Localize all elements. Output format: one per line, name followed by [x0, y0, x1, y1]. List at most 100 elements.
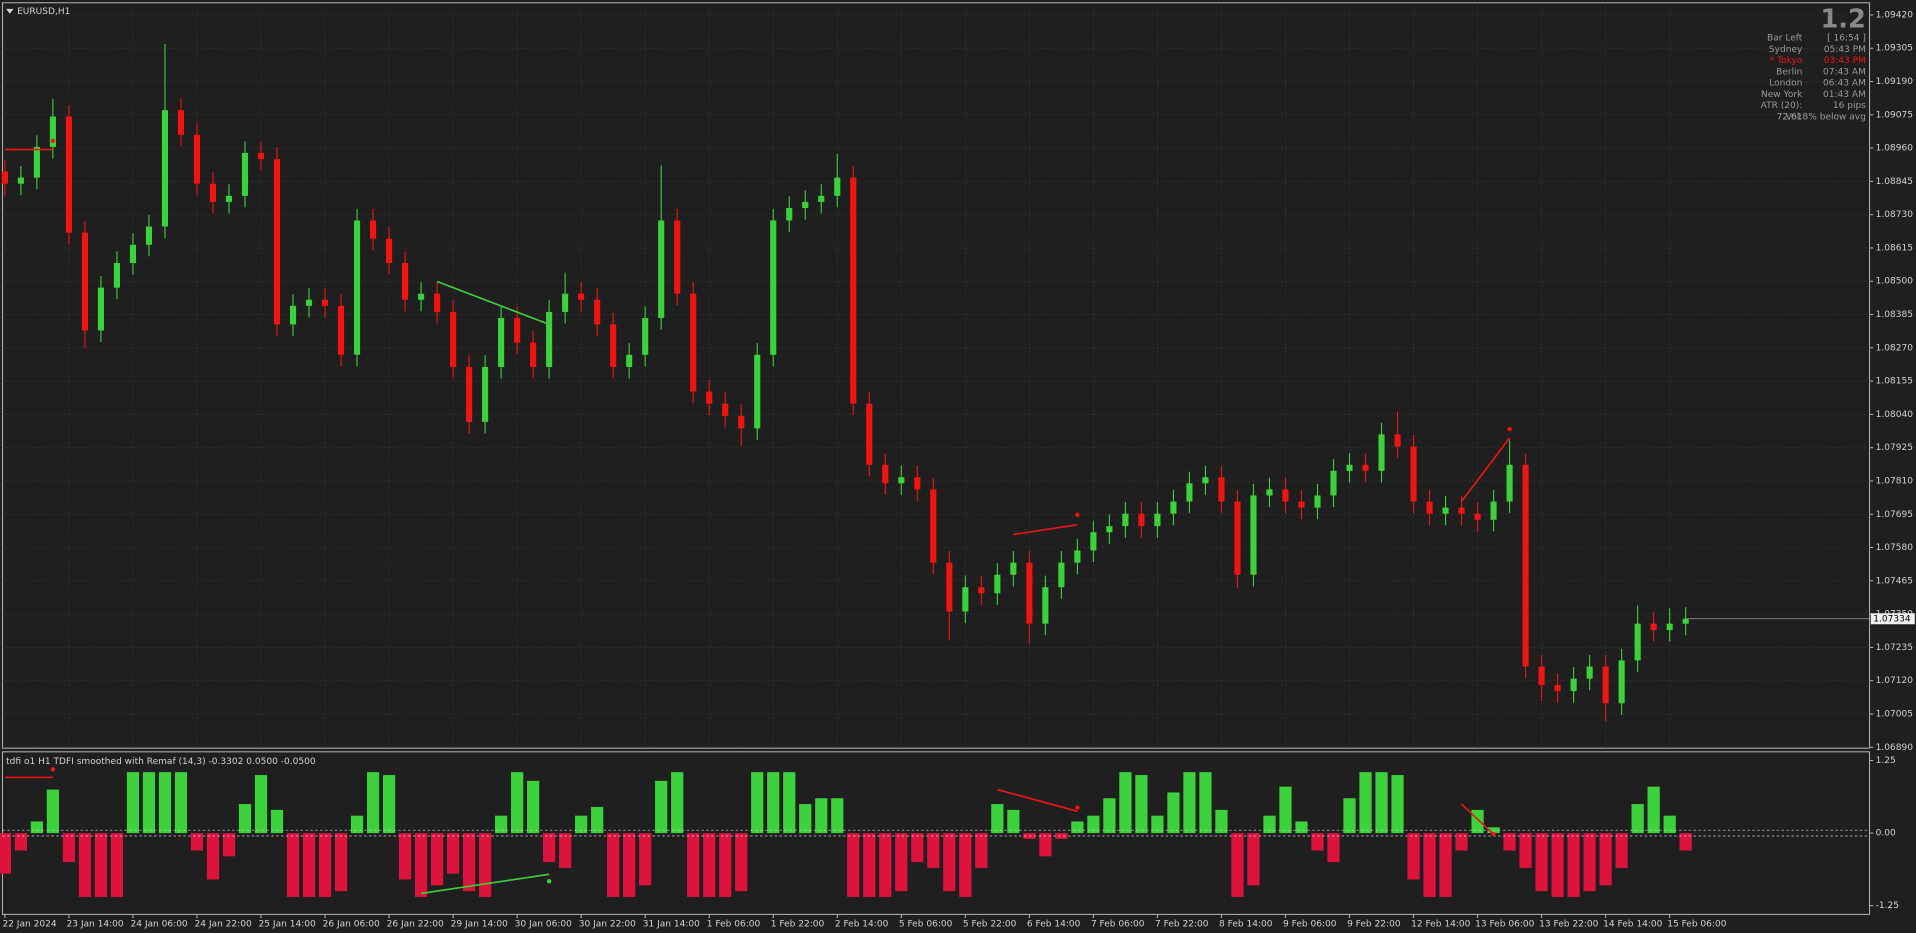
histogram-bar: [110, 833, 124, 897]
x-tick-label: 31 Jan 14:00: [643, 920, 700, 930]
histogram-bar: [1663, 815, 1676, 834]
y-tick-label: 0.00: [1876, 829, 1896, 839]
candle-body: [850, 177, 857, 404]
candle-body: [1458, 507, 1465, 514]
histogram-bar: [927, 833, 940, 868]
histogram-bar: [1055, 833, 1068, 839]
candle-body: [770, 220, 777, 355]
candle-body: [1234, 501, 1241, 575]
y-tick-label: 1.08960: [1876, 144, 1914, 154]
x-tick-label: 2 Feb 14:00: [835, 920, 889, 930]
histogram-bar: [543, 833, 556, 863]
histogram-bar: [1199, 772, 1212, 834]
candle-body: [1170, 501, 1177, 514]
info-label: * Tokyo: [1770, 56, 1803, 66]
histogram-bar: [1519, 833, 1532, 868]
histogram-bar: [1327, 833, 1340, 863]
info-label: ATR (20):: [1761, 101, 1803, 111]
histogram-bar: [238, 804, 252, 834]
histogram-bar: [254, 775, 268, 834]
histogram-bar: [1615, 833, 1628, 868]
histogram-bar: [1135, 775, 1148, 834]
chart-title: EURUSD,H1: [17, 7, 70, 17]
histogram-bar: [559, 833, 572, 868]
candle-body: [1538, 666, 1545, 686]
histogram-bar: [446, 833, 460, 874]
x-tick-label: 24 Jan 22:00: [195, 920, 252, 930]
histogram-bar: [1647, 786, 1660, 834]
candle-body: [946, 562, 953, 612]
x-tick-label: 30 Jan 22:00: [579, 920, 636, 930]
trend-line: [1461, 803, 1495, 835]
info-label: Berlin: [1776, 67, 1802, 77]
candle-body: [1154, 513, 1161, 527]
candle-body: [418, 293, 425, 300]
candle-body: [1410, 446, 1417, 502]
candle-body: [962, 587, 969, 612]
candle-body: [994, 574, 1001, 594]
histogram-bar: [398, 833, 412, 880]
histogram-bar: [1311, 833, 1324, 851]
histogram-bar: [1279, 786, 1292, 834]
candle-body: [1314, 495, 1321, 508]
histogram-bar: [1167, 792, 1180, 834]
candle-body: [1090, 532, 1097, 551]
histogram-bar: [703, 833, 716, 897]
candle-body: [1298, 501, 1305, 508]
histogram-bar: [1535, 833, 1548, 892]
histogram-bar: [751, 772, 764, 834]
histogram-bar: [671, 772, 684, 834]
histogram-bar: [1183, 772, 1196, 834]
histogram-bar: [1423, 833, 1436, 897]
indicator-title: tdfi o1 H1 TDFI smoothed with Remaf (14,…: [6, 757, 316, 767]
candle-body: [1250, 495, 1257, 575]
histogram-bar: [318, 833, 332, 897]
histogram-bar: [174, 772, 188, 834]
candle-body: [1106, 526, 1113, 533]
histogram-bar: [222, 833, 236, 857]
y-tick-label: 1.08155: [1876, 377, 1913, 387]
signal-dot: [546, 330, 552, 335]
candle-body: [65, 116, 72, 233]
candle-body: [466, 366, 473, 422]
candle-body: [273, 159, 281, 325]
signal-dot: [1075, 805, 1080, 810]
candle-body: [17, 177, 24, 184]
histogram-bar: [366, 772, 380, 834]
candle-body: [914, 477, 921, 490]
info-value: 03:43 PM: [1824, 56, 1866, 66]
histogram-bar: [142, 772, 156, 834]
histogram-bar: [94, 833, 108, 897]
candle-body: [1026, 562, 1033, 624]
histogram-bar: [783, 772, 796, 834]
histogram-bar: [895, 833, 908, 892]
x-tick-label: 25 Jan 14:00: [259, 920, 316, 930]
candle-body: [1490, 501, 1497, 520]
x-tick-label: 5 Feb 06:00: [899, 920, 953, 930]
candle-body: [113, 263, 120, 288]
histogram-bar: [495, 815, 508, 834]
candle-body: [1474, 513, 1481, 520]
candle-body: [978, 587, 985, 594]
y-tick-label: 1.07695: [1876, 510, 1913, 520]
histogram-bar: [126, 772, 140, 834]
candle-body: [610, 324, 617, 367]
signal-dot: [1491, 832, 1496, 837]
histogram-bar: [302, 833, 316, 897]
candle-body: [834, 177, 841, 196]
candle-body: [241, 153, 249, 196]
trend-line: [420, 873, 550, 895]
histogram-bar: [1087, 815, 1100, 834]
histogram-bar: [607, 833, 620, 897]
candle-body: [289, 305, 297, 325]
menu-arrow[interactable]: [6, 8, 14, 14]
info-value: 07:43 AM: [1823, 67, 1866, 77]
candle-body: [754, 354, 761, 429]
candle-body: [402, 263, 409, 300]
histogram-bar: [382, 775, 396, 834]
candle-body: [1650, 623, 1657, 631]
histogram-bar: [1071, 821, 1084, 834]
candle-body: [1586, 666, 1593, 679]
candle-body: [1442, 507, 1449, 514]
